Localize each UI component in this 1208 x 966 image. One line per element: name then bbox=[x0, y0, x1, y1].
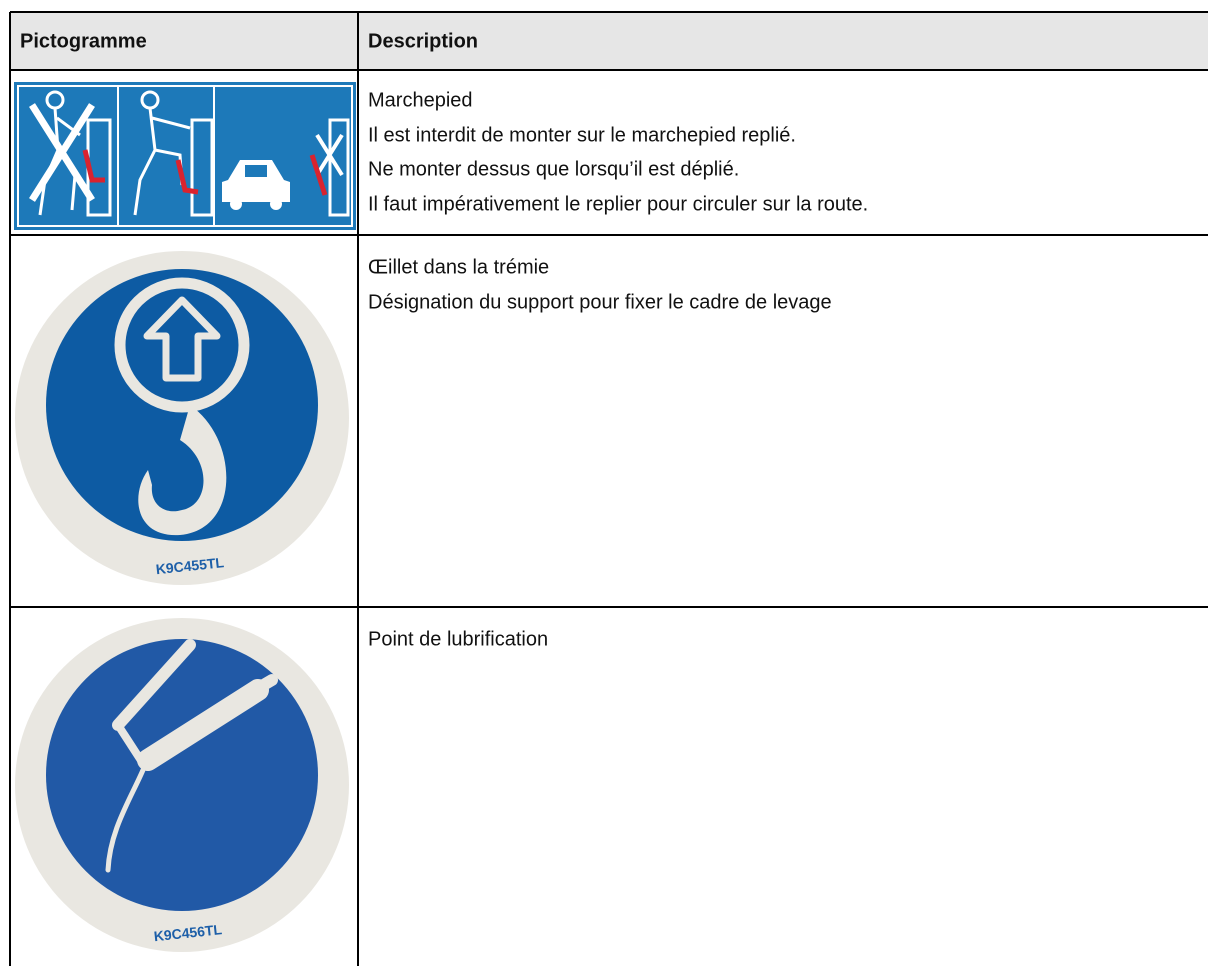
lubrication-pictogram: K9C456TL bbox=[15, 618, 349, 952]
description-line: Point de lubrification bbox=[368, 628, 548, 650]
header-background bbox=[10, 12, 1208, 70]
table-borders bbox=[9, 11, 1208, 966]
description-line: Ne monter dessus que lorsqu’il est dépli… bbox=[368, 158, 739, 180]
header-cell: Pictogramme bbox=[20, 30, 147, 52]
lifting-eye-pictogram: K9C455TL bbox=[15, 251, 349, 585]
description-line: Œillet dans la trémie bbox=[368, 256, 549, 278]
description-line: Marchepied bbox=[368, 89, 473, 111]
description-line: Il faut impérativement le replier pour c… bbox=[368, 193, 868, 215]
pictogram-code: K9C456TL bbox=[153, 921, 223, 944]
step-pictogram bbox=[14, 82, 356, 230]
header-cell: Description bbox=[368, 30, 478, 52]
description-line: Désignation du support pour fixer le cad… bbox=[368, 291, 832, 313]
description-line: Il est interdit de monter sur le marchep… bbox=[368, 124, 796, 146]
pictogram-code: K9C455TL bbox=[155, 554, 225, 577]
